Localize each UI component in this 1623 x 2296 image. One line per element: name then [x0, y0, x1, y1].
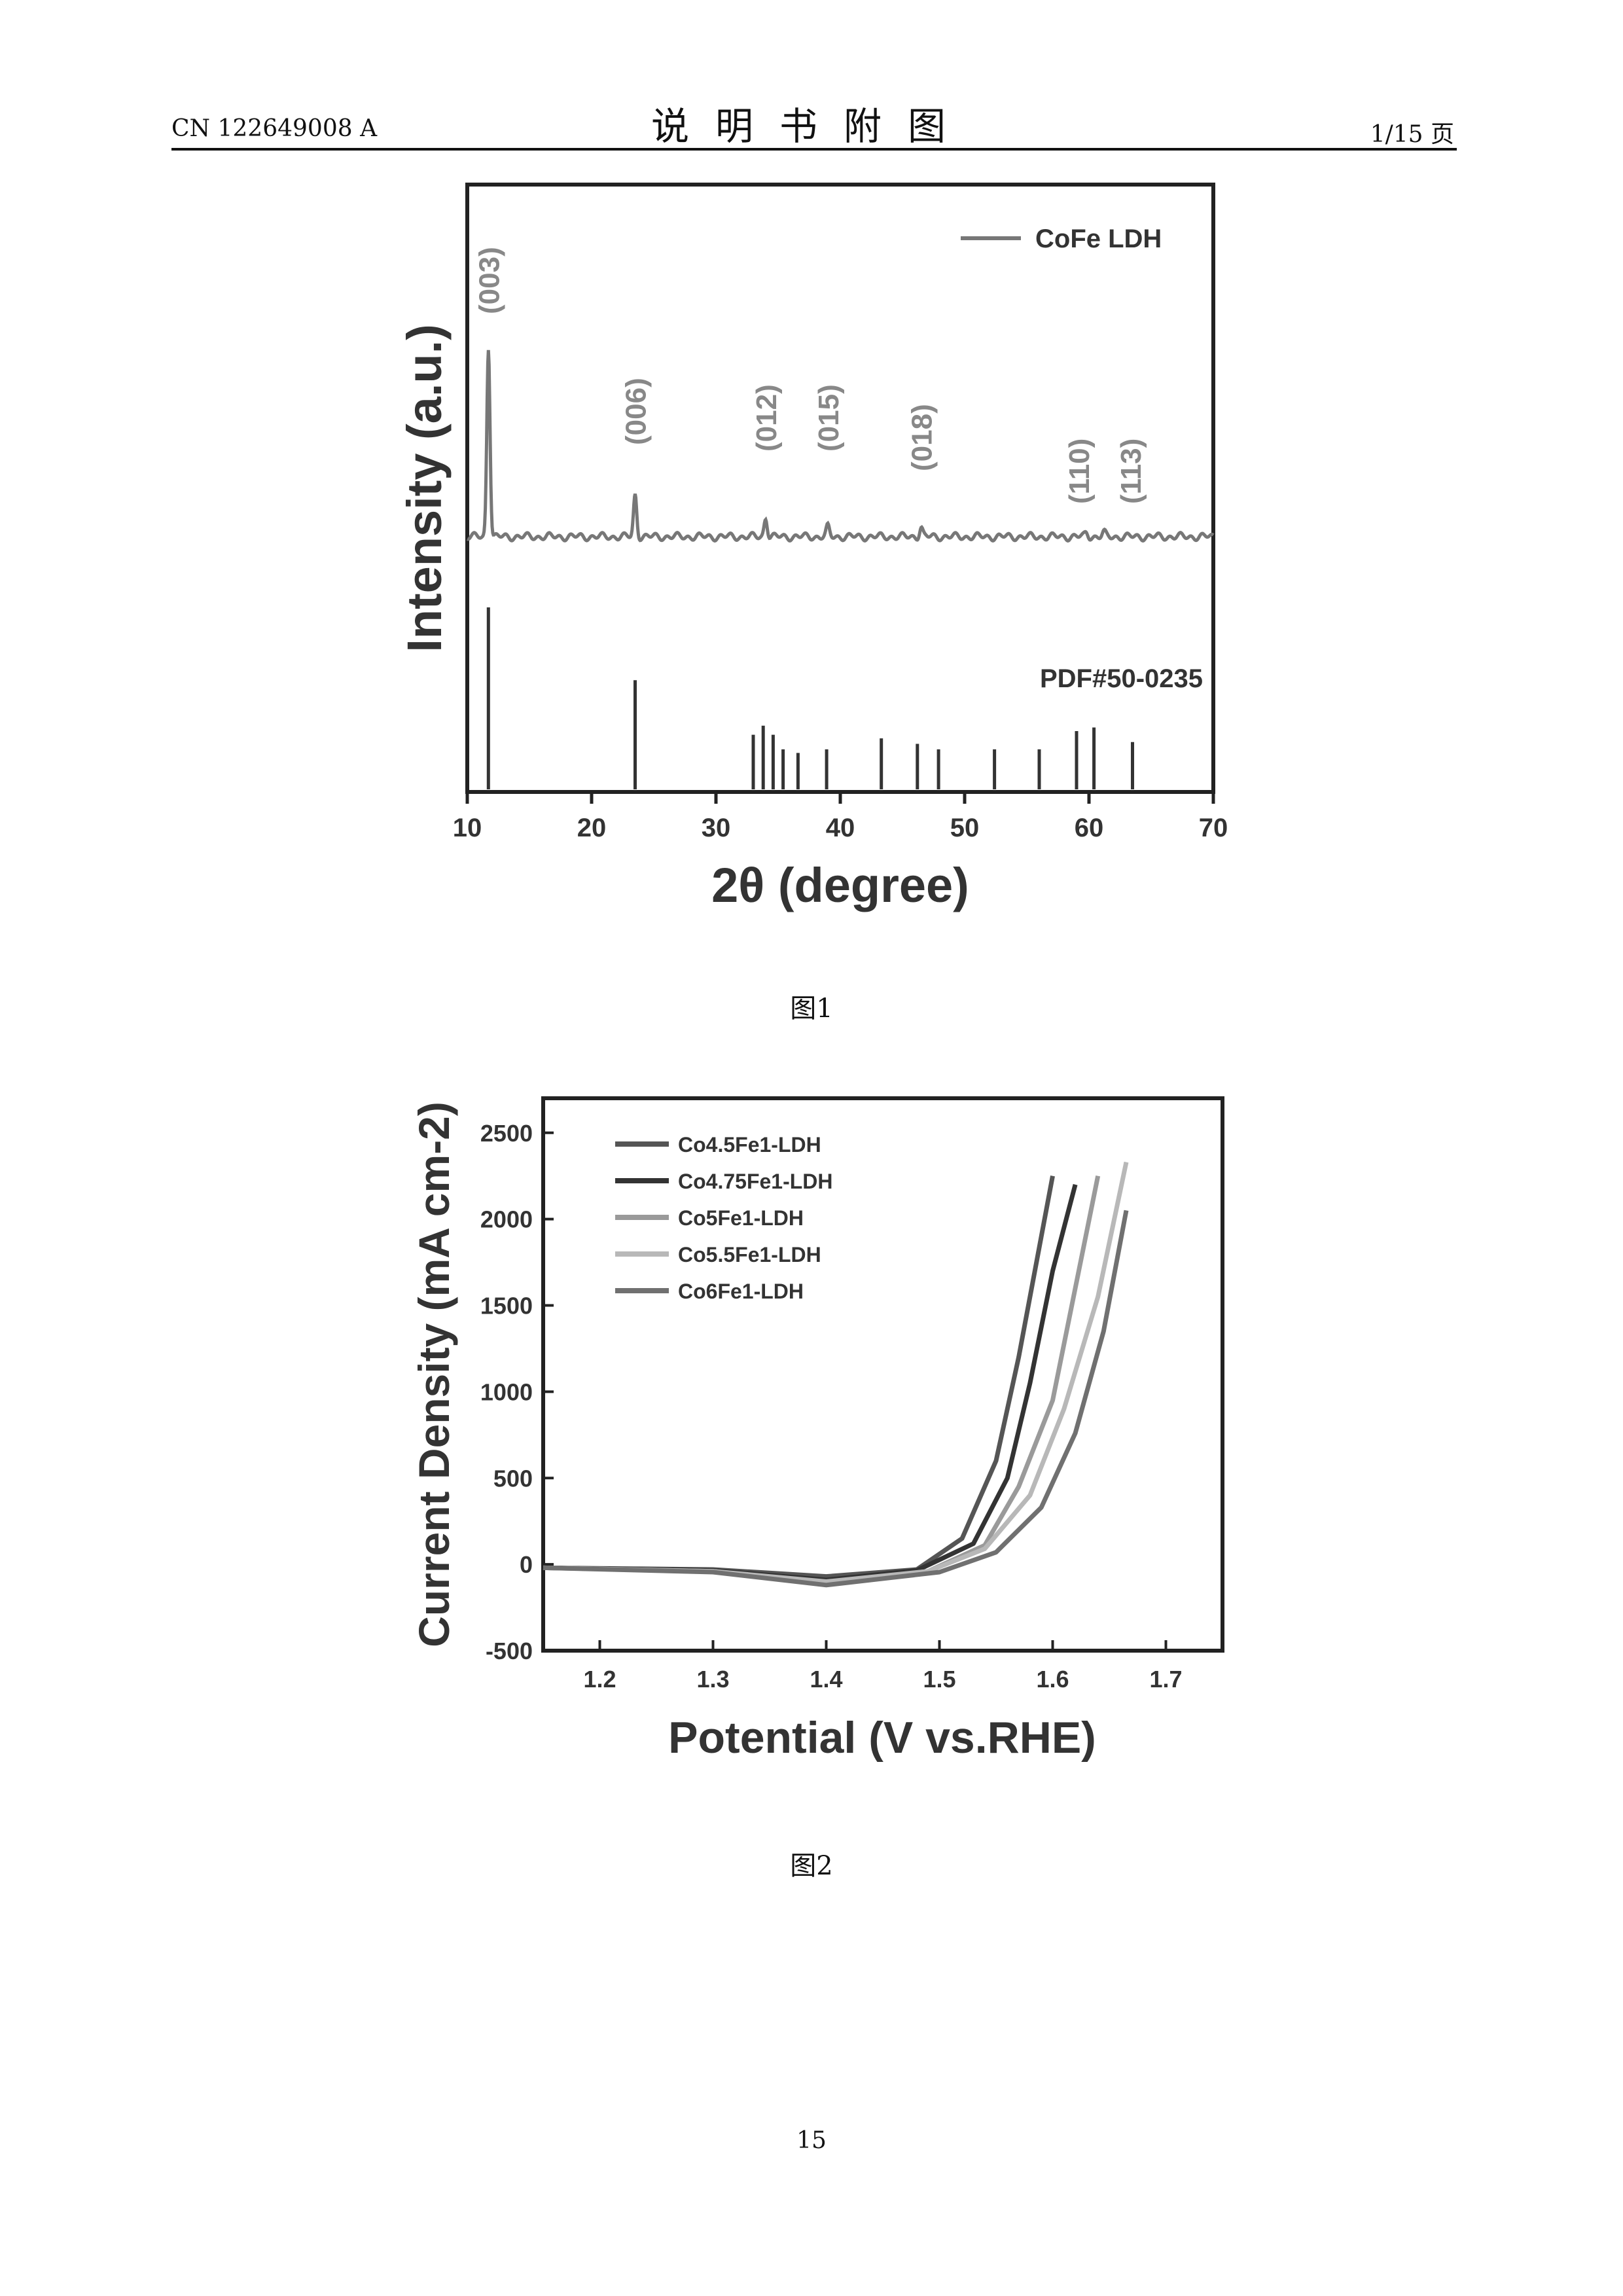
fig2-x-tick-label: 1.3 [696, 1666, 729, 1693]
figure-2-caption: 图2 [0, 1844, 1623, 1882]
fig2-legend-label: Co5.5Fe1-LDH [678, 1243, 821, 1266]
fig2-y-tick-label: -500 [486, 1638, 533, 1664]
fig2-series-line [543, 1210, 1126, 1585]
fig2-x-tick-label: 1.6 [1036, 1666, 1069, 1693]
fig2-y-tick-label: 1000 [480, 1378, 533, 1405]
fig2-x-axis-label: Potential (V vs.RHE) [668, 1713, 1096, 1763]
fig2-y-tick-label: 2000 [480, 1206, 533, 1233]
fig2-legend-label: Co6Fe1-LDH [678, 1280, 804, 1303]
fig2-x-tick-label: 1.7 [1149, 1666, 1182, 1693]
fig2-y-axis-label: Current Density (mA cm-2) [410, 1102, 458, 1647]
fig2-series-line [543, 1176, 1053, 1577]
page-number: 15 [0, 2127, 1623, 2154]
fig2-y-tick-label: 500 [493, 1465, 533, 1492]
fig2-legend-label: Co4.75Fe1-LDH [678, 1170, 833, 1193]
fig2-y-tick-label: 1500 [480, 1293, 533, 1319]
fig2-y-tick-label: 2500 [480, 1120, 533, 1147]
fig2-legend-label: Co4.5Fe1-LDH [678, 1133, 821, 1157]
fig2-y-tick-label: 0 [520, 1551, 533, 1578]
fig2-legend-label: Co5Fe1-LDH [678, 1206, 804, 1230]
fig2-x-tick-label: 1.4 [810, 1666, 842, 1693]
fig2-x-tick-label: 1.5 [923, 1666, 955, 1693]
fig2-x-tick-label: 1.2 [583, 1666, 616, 1693]
fig2-series-line [543, 1162, 1126, 1582]
